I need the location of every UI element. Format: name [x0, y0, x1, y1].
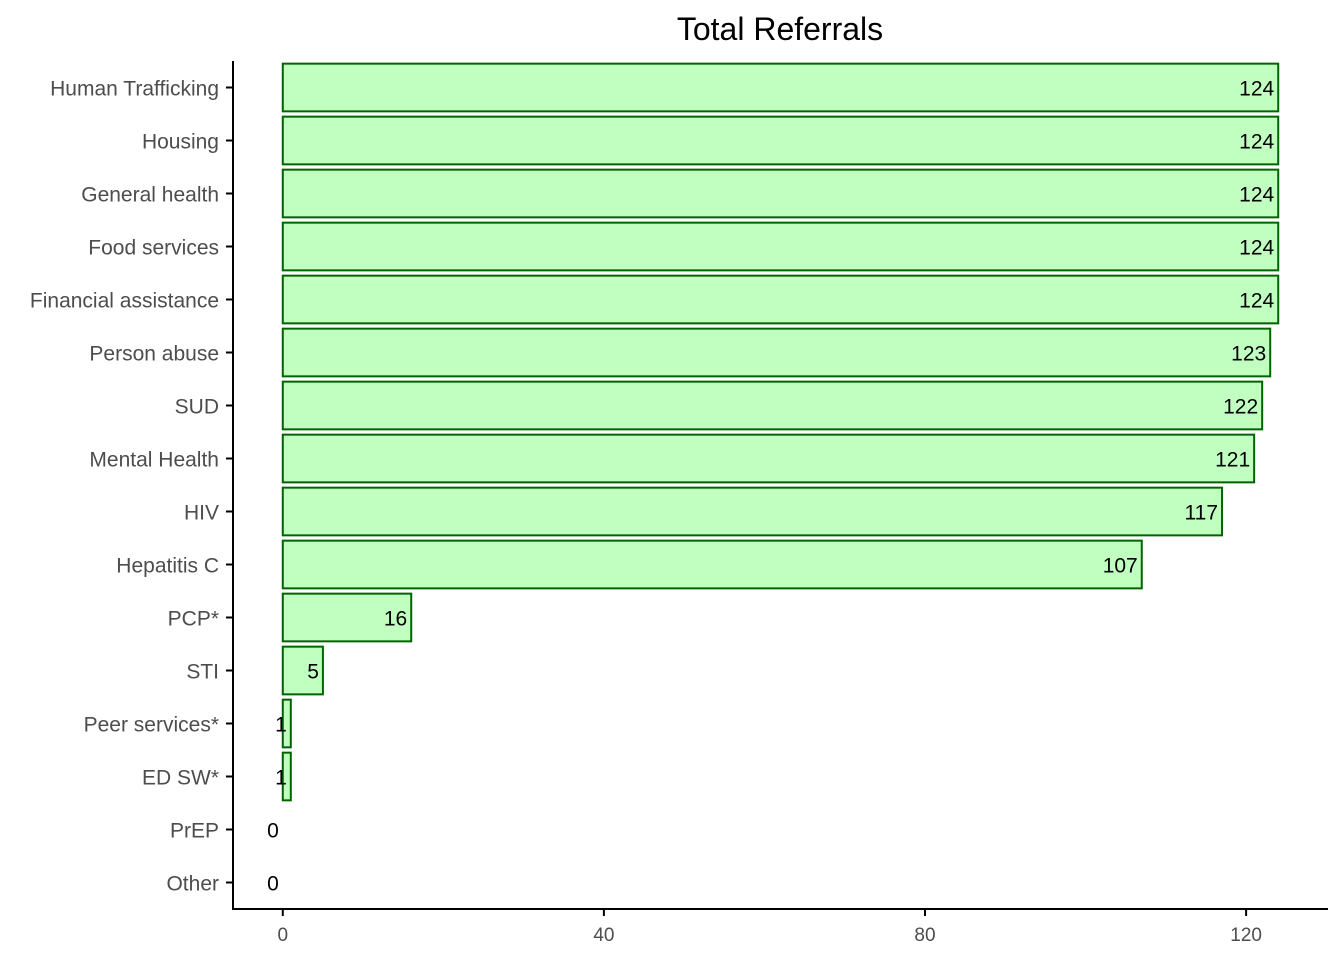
bar	[281, 751, 292, 802]
chart-title: Total Referrals	[677, 11, 883, 47]
category-label: STI	[186, 661, 219, 684]
value-label: 1	[275, 767, 287, 790]
bar	[281, 168, 1280, 219]
x-axis: 0 40 80 120	[232, 908, 1328, 946]
bar	[281, 274, 1280, 325]
bar	[281, 698, 292, 749]
value-label: 0	[267, 873, 279, 896]
value-label: 122	[1223, 396, 1258, 419]
value-label: 124	[1239, 184, 1274, 207]
category-label: HIV	[184, 502, 219, 525]
category-label: PCP*	[168, 608, 219, 631]
bar	[281, 380, 1264, 431]
value-label: 123	[1231, 343, 1266, 366]
x-tick-label: 80	[914, 925, 935, 946]
value-label: 124	[1239, 290, 1274, 313]
bar	[281, 221, 1280, 272]
value-label: 124	[1239, 78, 1274, 101]
x-tick-label: 0	[277, 925, 288, 946]
value-label: 5	[307, 661, 319, 684]
y-axis: Human Trafficking Housing General health Fo…	[30, 61, 234, 909]
bar	[281, 115, 1280, 166]
x-tick-label: 120	[1230, 925, 1262, 946]
category-label: Human Trafficking	[50, 78, 219, 101]
category-label: Food services	[88, 237, 219, 260]
category-label: Housing	[142, 131, 219, 154]
bar	[281, 645, 324, 696]
category-label: Person abuse	[89, 343, 219, 366]
bar	[281, 486, 1224, 537]
value-label: 1	[275, 714, 287, 737]
value-label: 107	[1103, 555, 1138, 578]
category-label: General health	[81, 184, 219, 207]
category-label: ED SW*	[142, 767, 219, 790]
category-label: Financial assistance	[30, 290, 219, 313]
category-label: Other	[166, 873, 219, 896]
value-labels-group: 124 124 124 124 124 123 122 121 117 107 16 5 1 1 0 0	[267, 78, 1274, 896]
value-label: 121	[1215, 449, 1250, 472]
value-label: 0	[267, 820, 279, 843]
bar	[281, 62, 1280, 113]
x-tick-label: 40	[593, 925, 614, 946]
value-label: 124	[1239, 131, 1274, 154]
bar	[281, 433, 1256, 484]
bar	[281, 539, 1143, 590]
category-label: Mental Health	[89, 449, 219, 472]
bar	[281, 592, 413, 643]
value-label: 16	[384, 608, 407, 631]
category-label: PrEP	[170, 820, 219, 843]
bars-group	[281, 62, 1280, 802]
value-label: 117	[1185, 502, 1218, 525]
category-label: Hepatitis C	[116, 555, 219, 578]
category-label: Peer services*	[84, 714, 219, 737]
value-label: 124	[1239, 237, 1274, 260]
category-label: SUD	[175, 396, 219, 419]
bar	[281, 327, 1272, 378]
